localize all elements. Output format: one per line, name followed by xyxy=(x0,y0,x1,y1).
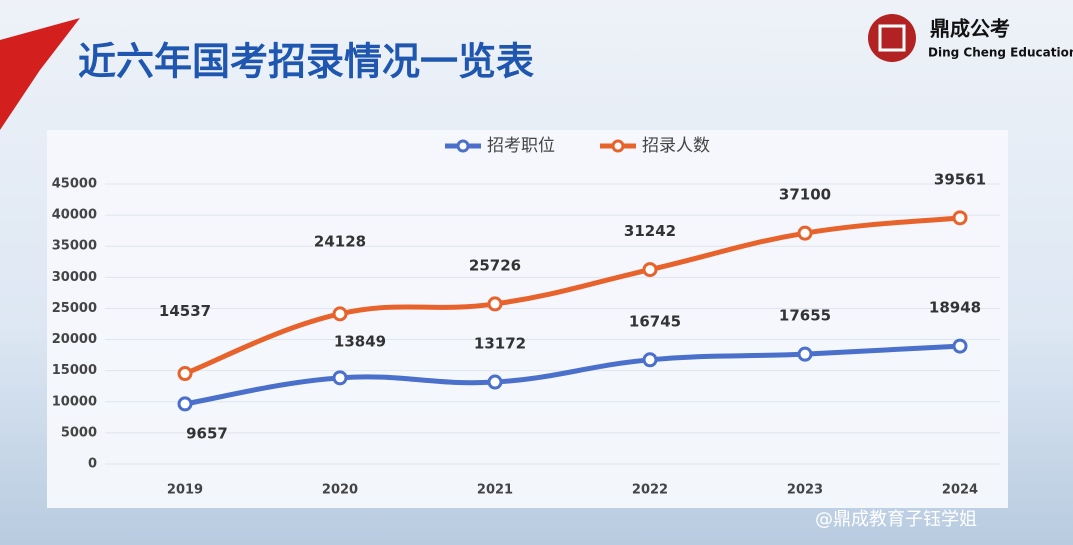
data-label: 14537 xyxy=(159,302,211,320)
y-tick-label: 30000 xyxy=(52,270,97,285)
brand-subtitle: Ding Cheng Education xyxy=(928,46,1073,60)
data-point xyxy=(642,262,658,278)
y-tick-label: 5000 xyxy=(61,425,97,440)
legend-marker xyxy=(611,139,625,153)
data-point xyxy=(797,346,813,362)
data-label: 9657 xyxy=(186,424,228,442)
data-point xyxy=(487,374,503,390)
data-point xyxy=(797,225,813,241)
data-label: 31242 xyxy=(624,222,676,240)
data-label: 17655 xyxy=(779,307,831,325)
data-point xyxy=(952,338,968,354)
data-label: 39561 xyxy=(934,170,986,188)
y-tick-label: 45000 xyxy=(52,177,97,192)
data-label: 13849 xyxy=(334,332,386,350)
y-tick-label: 35000 xyxy=(52,239,97,254)
data-point xyxy=(177,366,193,382)
x-tick-label: 2022 xyxy=(632,483,668,498)
y-tick-label: 40000 xyxy=(52,208,97,223)
x-tick-label: 2024 xyxy=(942,483,978,498)
logo-mark xyxy=(878,24,906,52)
series-line xyxy=(184,343,961,407)
data-point xyxy=(332,306,348,322)
y-tick-label: 15000 xyxy=(52,363,97,378)
legend-label: 招考职位 xyxy=(487,136,555,156)
data-point xyxy=(487,296,503,312)
x-tick-label: 2020 xyxy=(322,483,358,498)
data-label: 25726 xyxy=(469,256,521,274)
data-label: 16745 xyxy=(629,312,681,330)
data-label: 24128 xyxy=(314,232,366,250)
y-tick-label: 0 xyxy=(88,457,97,472)
chart-panel xyxy=(47,130,1008,508)
x-tick-label: 2019 xyxy=(167,483,203,498)
brand-name: 鼎成公考 xyxy=(930,17,1010,41)
slide-title: 近六年国考招录情况一览表 xyxy=(78,40,534,84)
data-point xyxy=(952,210,968,226)
data-label: 37100 xyxy=(779,186,831,204)
legend-marker xyxy=(456,139,470,153)
watermark: @鼎成教育子钰学姐 xyxy=(815,509,977,530)
y-tick-label: 25000 xyxy=(52,301,97,316)
y-tick-label: 20000 xyxy=(52,332,97,347)
data-point xyxy=(642,352,658,368)
data-label: 13172 xyxy=(474,335,526,353)
series-line xyxy=(184,215,961,376)
logo xyxy=(868,14,916,62)
data-point xyxy=(332,370,348,386)
x-tick-label: 2021 xyxy=(477,483,513,498)
y-tick-label: 10000 xyxy=(52,394,97,409)
data-label: 18948 xyxy=(929,299,981,317)
data-point xyxy=(177,396,193,412)
x-tick-label: 2023 xyxy=(787,483,823,498)
flag-decoration xyxy=(0,18,80,130)
legend-label: 招录人数 xyxy=(642,136,710,156)
